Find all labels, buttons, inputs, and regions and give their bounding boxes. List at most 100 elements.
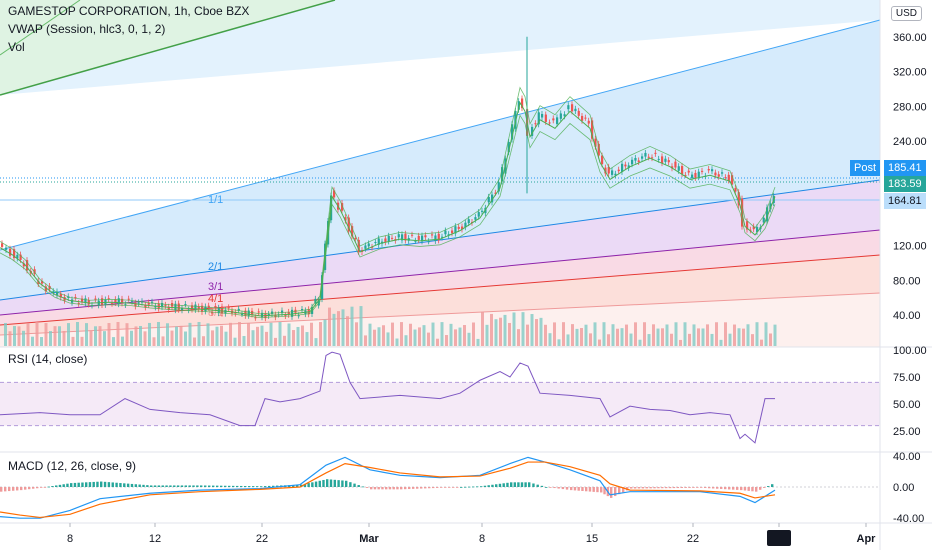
currency-badge[interactable]: USD xyxy=(890,6,922,21)
volume-bar xyxy=(238,322,241,346)
last-price-tag: 183.59 xyxy=(884,176,926,192)
price-candle xyxy=(494,192,497,194)
macd-histogram-bar xyxy=(565,487,569,490)
price-candle xyxy=(556,117,559,124)
fan-line xyxy=(0,254,881,326)
macd-histogram-bar xyxy=(244,486,247,487)
price-candle xyxy=(717,174,720,177)
price-candle xyxy=(567,105,570,110)
macd-histogram-bar xyxy=(8,487,11,492)
volume-bar xyxy=(674,322,678,346)
vwap-lower-band xyxy=(0,114,776,319)
macd-histogram-bar xyxy=(424,487,427,489)
rsi-pane[interactable] xyxy=(0,351,880,444)
macd-histogram-bar xyxy=(169,485,172,487)
price-candle xyxy=(411,234,414,236)
macd-histogram-bar xyxy=(81,482,84,487)
macd-histogram-bar xyxy=(614,487,617,497)
volume-bar xyxy=(737,328,741,346)
macd-histogram-bar xyxy=(763,487,766,488)
volume-bar xyxy=(260,325,264,346)
volume-bar xyxy=(67,323,70,346)
volume-bar xyxy=(625,324,628,346)
volume-bar xyxy=(476,338,480,346)
vwap-legend[interactable]: VWAP (Session, hlc3, 0, 1, 2) xyxy=(8,22,166,36)
macd-histogram-bar xyxy=(716,487,719,489)
macd-histogram-bar xyxy=(111,482,114,487)
price-candle xyxy=(427,241,430,243)
macd-axis-label: 40.00 xyxy=(893,451,921,463)
macd-histogram-bar xyxy=(661,487,664,489)
price-candle xyxy=(377,238,380,245)
macd-histogram-bar xyxy=(676,487,680,489)
volume-bar xyxy=(265,331,268,346)
volume-bar xyxy=(710,333,714,346)
fan-line xyxy=(0,292,881,336)
price-candle xyxy=(584,117,587,119)
price-candle xyxy=(417,235,420,240)
macd-histogram-bar xyxy=(495,484,498,487)
rsi-axis-label: 25.00 xyxy=(893,426,921,438)
price-pane[interactable]: 1/12/13/14/18/1 xyxy=(0,0,881,347)
macd-histogram-bar xyxy=(712,487,715,489)
volume-bar xyxy=(26,323,30,346)
macd-histogram-bar xyxy=(311,482,314,487)
macd-pane[interactable] xyxy=(0,456,880,519)
volume-bar xyxy=(539,317,543,346)
price-candle xyxy=(77,303,80,305)
price-candle xyxy=(451,230,454,234)
price-candle xyxy=(191,305,194,310)
macd-histogram-bar xyxy=(119,483,122,487)
price-candle xyxy=(474,217,477,220)
macd-histogram-bar xyxy=(732,487,735,490)
price-candle xyxy=(401,234,404,241)
macd-histogram-bar xyxy=(751,487,754,492)
price-candle xyxy=(291,309,294,317)
price-candle xyxy=(444,230,447,235)
volume-bar xyxy=(751,334,754,346)
macd-histogram-bar xyxy=(138,484,141,487)
fan-band xyxy=(0,180,880,315)
price-candle xyxy=(749,229,752,231)
macd-histogram-bar xyxy=(428,487,431,489)
price-axis-label: 40.00 xyxy=(893,310,921,322)
price-candle xyxy=(177,303,180,310)
volume-bar xyxy=(139,325,142,346)
time-axis-label: 22 xyxy=(687,533,699,545)
volume-bar xyxy=(112,337,115,346)
volume-bar xyxy=(472,322,475,346)
volume-bar xyxy=(157,322,160,346)
price-candle xyxy=(746,221,749,230)
macd-histogram-bar xyxy=(657,487,660,489)
macd-histogram-bar xyxy=(464,486,467,488)
volume-bar xyxy=(647,334,651,346)
volume-bar xyxy=(40,337,43,346)
vol-legend[interactable]: Vol xyxy=(8,40,25,54)
price-candle xyxy=(611,170,614,175)
price-candle xyxy=(221,306,224,314)
macd-histogram-bar xyxy=(373,487,377,490)
volume-bar xyxy=(580,328,583,346)
volume-bar xyxy=(665,324,669,346)
price-axis-label: 240.00 xyxy=(893,136,927,148)
symbol-title[interactable]: GAMESTOP CORPORATION, 1h, Cboe BZX xyxy=(8,4,250,18)
volume-bar xyxy=(224,331,228,346)
price-candle xyxy=(5,247,8,250)
macd-histogram-bar xyxy=(476,486,479,488)
price-candle xyxy=(674,161,677,168)
price-candle xyxy=(756,227,759,233)
fan-ratio-label: 1/1 xyxy=(208,194,223,206)
volume-bar xyxy=(4,322,7,346)
time-axis-label: 22 xyxy=(256,533,268,545)
macd-histogram-bar xyxy=(180,485,184,487)
price-candle xyxy=(491,194,494,203)
time-axis-label: 8 xyxy=(479,533,485,545)
macd-histogram-bar xyxy=(40,487,43,488)
macd-histogram-bar xyxy=(134,484,138,487)
price-candle xyxy=(437,233,440,241)
macd-histogram-bar xyxy=(357,485,360,487)
rsi-title[interactable]: RSI (14, close) xyxy=(8,352,88,366)
volume-bar xyxy=(413,329,417,346)
macd-title[interactable]: MACD (12, 26, close, 9) xyxy=(8,459,137,473)
